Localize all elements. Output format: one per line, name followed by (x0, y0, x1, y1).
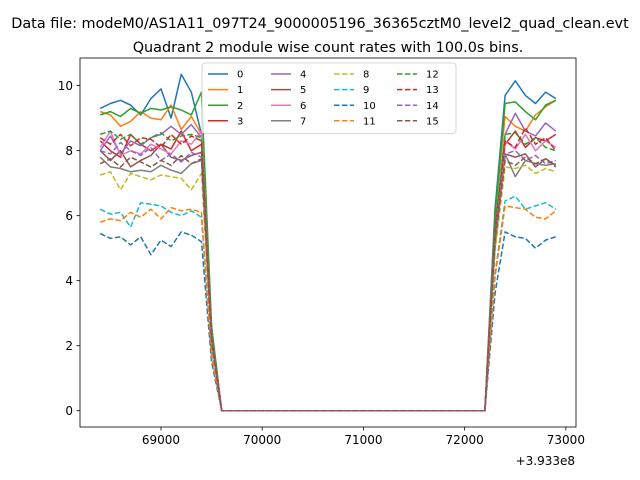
x-tick-label: 73000 (547, 433, 585, 447)
legend-label-9: 9 (363, 85, 369, 96)
legend-label-0: 0 (237, 70, 243, 81)
legend-label-3: 3 (237, 116, 243, 127)
series-layer (99, 73, 557, 412)
x-tick-label: 71000 (344, 433, 382, 447)
figure-suptitle: Data file: modeM0/AS1A11_097T24_90000051… (11, 16, 629, 32)
x-tick-label: 72000 (446, 433, 484, 447)
y-tick-label: 4 (65, 274, 73, 288)
legend-label-1: 1 (237, 85, 243, 96)
legend-label-14: 14 (426, 101, 439, 112)
series-line-15 (99, 154, 557, 412)
y-tick-label: 10 (58, 79, 73, 93)
legend-label-13: 13 (426, 85, 439, 96)
legend-box (201, 62, 457, 134)
y-tick-label: 0 (65, 404, 73, 418)
y-tick-label: 6 (65, 209, 73, 223)
legend-label-4: 4 (300, 70, 306, 81)
legend-label-5: 5 (300, 85, 306, 96)
legend-label-8: 8 (363, 70, 369, 81)
series-group (99, 73, 557, 412)
chart-title: Quadrant 2 module wise count rates with … (133, 40, 524, 56)
legend-label-6: 6 (300, 101, 306, 112)
legend-label-11: 11 (363, 116, 376, 127)
legend-label-10: 10 (363, 101, 376, 112)
legend-label-15: 15 (426, 116, 439, 127)
legend-label-12: 12 (426, 70, 439, 81)
y-tick-label: 8 (65, 144, 73, 158)
legend-label-7: 7 (300, 116, 306, 127)
x-tick-label: 70000 (243, 433, 281, 447)
axes-frame (79, 57, 577, 428)
legend-label-2: 2 (237, 101, 243, 112)
x-offset-label: +3.933e8 (516, 454, 575, 468)
y-tick-label: 2 (65, 339, 73, 353)
x-tick-label: 69000 (142, 433, 180, 447)
